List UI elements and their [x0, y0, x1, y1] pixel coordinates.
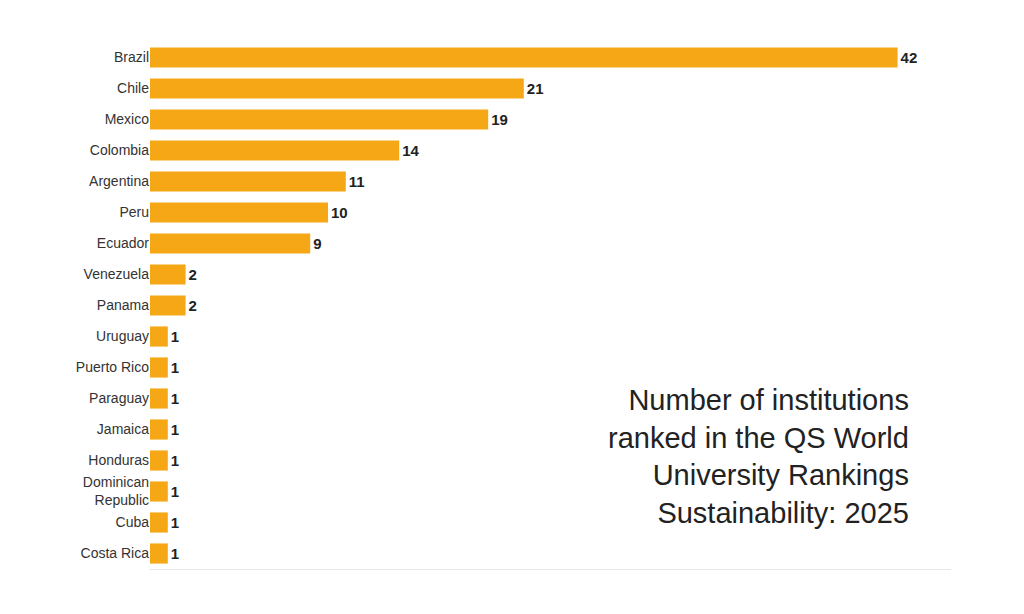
svg-text:Argentina: Argentina: [89, 173, 149, 189]
svg-text:Puerto Rico: Puerto Rico: [76, 359, 149, 375]
svg-text:Cuba: Cuba: [116, 514, 150, 530]
svg-text:Honduras: Honduras: [88, 452, 149, 468]
svg-text:1: 1: [171, 452, 179, 469]
svg-text:42: 42: [901, 49, 918, 66]
svg-text:Number of institutionsranked i: Number of institutionsranked in the QS W…: [608, 384, 909, 529]
svg-text:10: 10: [331, 204, 348, 221]
svg-text:1: 1: [171, 545, 179, 562]
svg-text:19: 19: [491, 111, 508, 128]
svg-text:Paraguay: Paraguay: [89, 390, 149, 406]
svg-text:1: 1: [171, 328, 179, 345]
svg-text:1: 1: [171, 483, 179, 500]
svg-text:1: 1: [171, 390, 179, 407]
svg-text:Panama: Panama: [97, 297, 149, 313]
svg-text:1: 1: [171, 359, 179, 376]
svg-text:14: 14: [402, 142, 419, 159]
svg-text:9: 9: [313, 235, 321, 252]
svg-text:Brazil: Brazil: [114, 49, 149, 65]
svg-text:2: 2: [189, 266, 197, 283]
svg-text:21: 21: [527, 80, 544, 97]
svg-text:Venezuela: Venezuela: [84, 266, 150, 282]
svg-text:DominicanRepublic: DominicanRepublic: [83, 474, 149, 508]
svg-text:11: 11: [349, 173, 365, 190]
svg-text:Uruguay: Uruguay: [96, 328, 149, 344]
svg-text:Chile: Chile: [117, 80, 149, 96]
svg-text:Costa Rica: Costa Rica: [81, 545, 150, 561]
svg-text:Colombia: Colombia: [90, 142, 149, 158]
svg-text:Mexico: Mexico: [105, 111, 150, 127]
svg-text:Jamaica: Jamaica: [97, 421, 149, 437]
svg-text:1: 1: [171, 514, 179, 531]
svg-text:Ecuador: Ecuador: [97, 235, 149, 251]
svg-text:Peru: Peru: [119, 204, 149, 220]
svg-text:2: 2: [189, 297, 197, 314]
svg-text:1: 1: [171, 421, 179, 438]
